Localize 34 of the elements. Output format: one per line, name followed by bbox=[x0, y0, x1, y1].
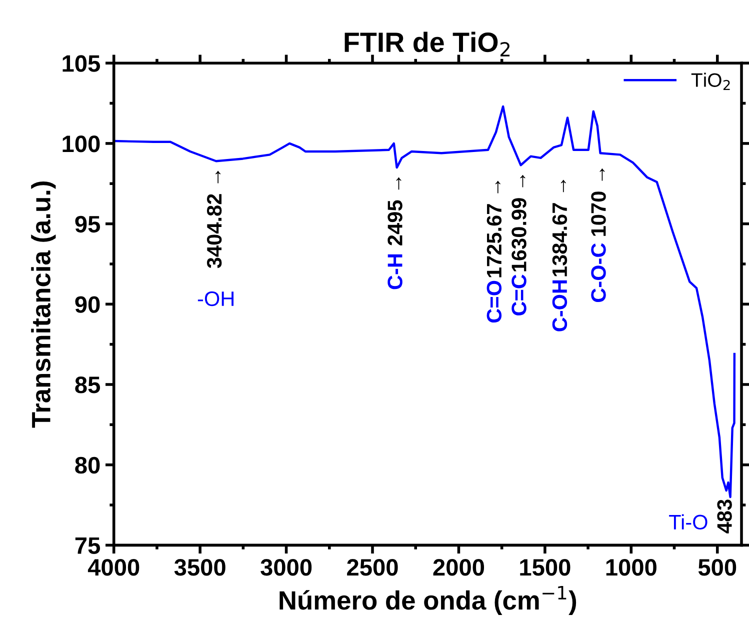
y-tick-label: 90 bbox=[75, 296, 100, 313]
annotation: Ti-O bbox=[669, 514, 708, 530]
annotation: -OH bbox=[198, 291, 234, 306]
y-axis-title: Transmitancia (a.u.) bbox=[31, 182, 56, 428]
y-tick-label: 105 bbox=[62, 55, 100, 72]
y-tick-label: 100 bbox=[62, 136, 100, 152]
annotation: C-O-C bbox=[591, 243, 606, 302]
chart-title: FTIR de TiO$_{2}$ bbox=[344, 32, 510, 56]
y-tick-label: 80 bbox=[75, 456, 100, 474]
annotation: 1725.67 → bbox=[486, 180, 502, 278]
annotation: 3404.82 → bbox=[206, 170, 222, 268]
x-axis-title: Número de onda (cm$^{−1}$) bbox=[280, 586, 576, 615]
x-tick-label: 1500 bbox=[520, 559, 570, 576]
y-tick-label: 85 bbox=[75, 376, 100, 394]
y-tick-label: 95 bbox=[75, 216, 100, 233]
x-tick-label: 4000 bbox=[88, 559, 140, 576]
annotation: 2495 → bbox=[388, 177, 402, 246]
annotation: 1384.67 → bbox=[552, 180, 568, 276]
x-tick-label: 3500 bbox=[174, 559, 226, 576]
y-tick-label: 75 bbox=[75, 537, 100, 554]
line-series bbox=[114, 105, 736, 498]
annotation: C-OH bbox=[552, 280, 568, 332]
annotation: 483 bbox=[717, 500, 732, 534]
x-tick-label: 2000 bbox=[433, 559, 484, 576]
annotation: C=C bbox=[512, 274, 526, 316]
annotation: 1630.99 → bbox=[512, 174, 526, 272]
legend-label: TiO$_{2}$ bbox=[691, 72, 730, 90]
x-tick-label: 3000 bbox=[260, 559, 312, 576]
x-tick-label: 1000 bbox=[606, 559, 656, 576]
annotation: C-H bbox=[388, 254, 402, 290]
annotation: 1070 → bbox=[591, 168, 606, 236]
x-tick-label: 500 bbox=[698, 559, 736, 576]
x-tick-label: 2500 bbox=[347, 559, 398, 576]
annotation: C=O bbox=[486, 280, 502, 323]
